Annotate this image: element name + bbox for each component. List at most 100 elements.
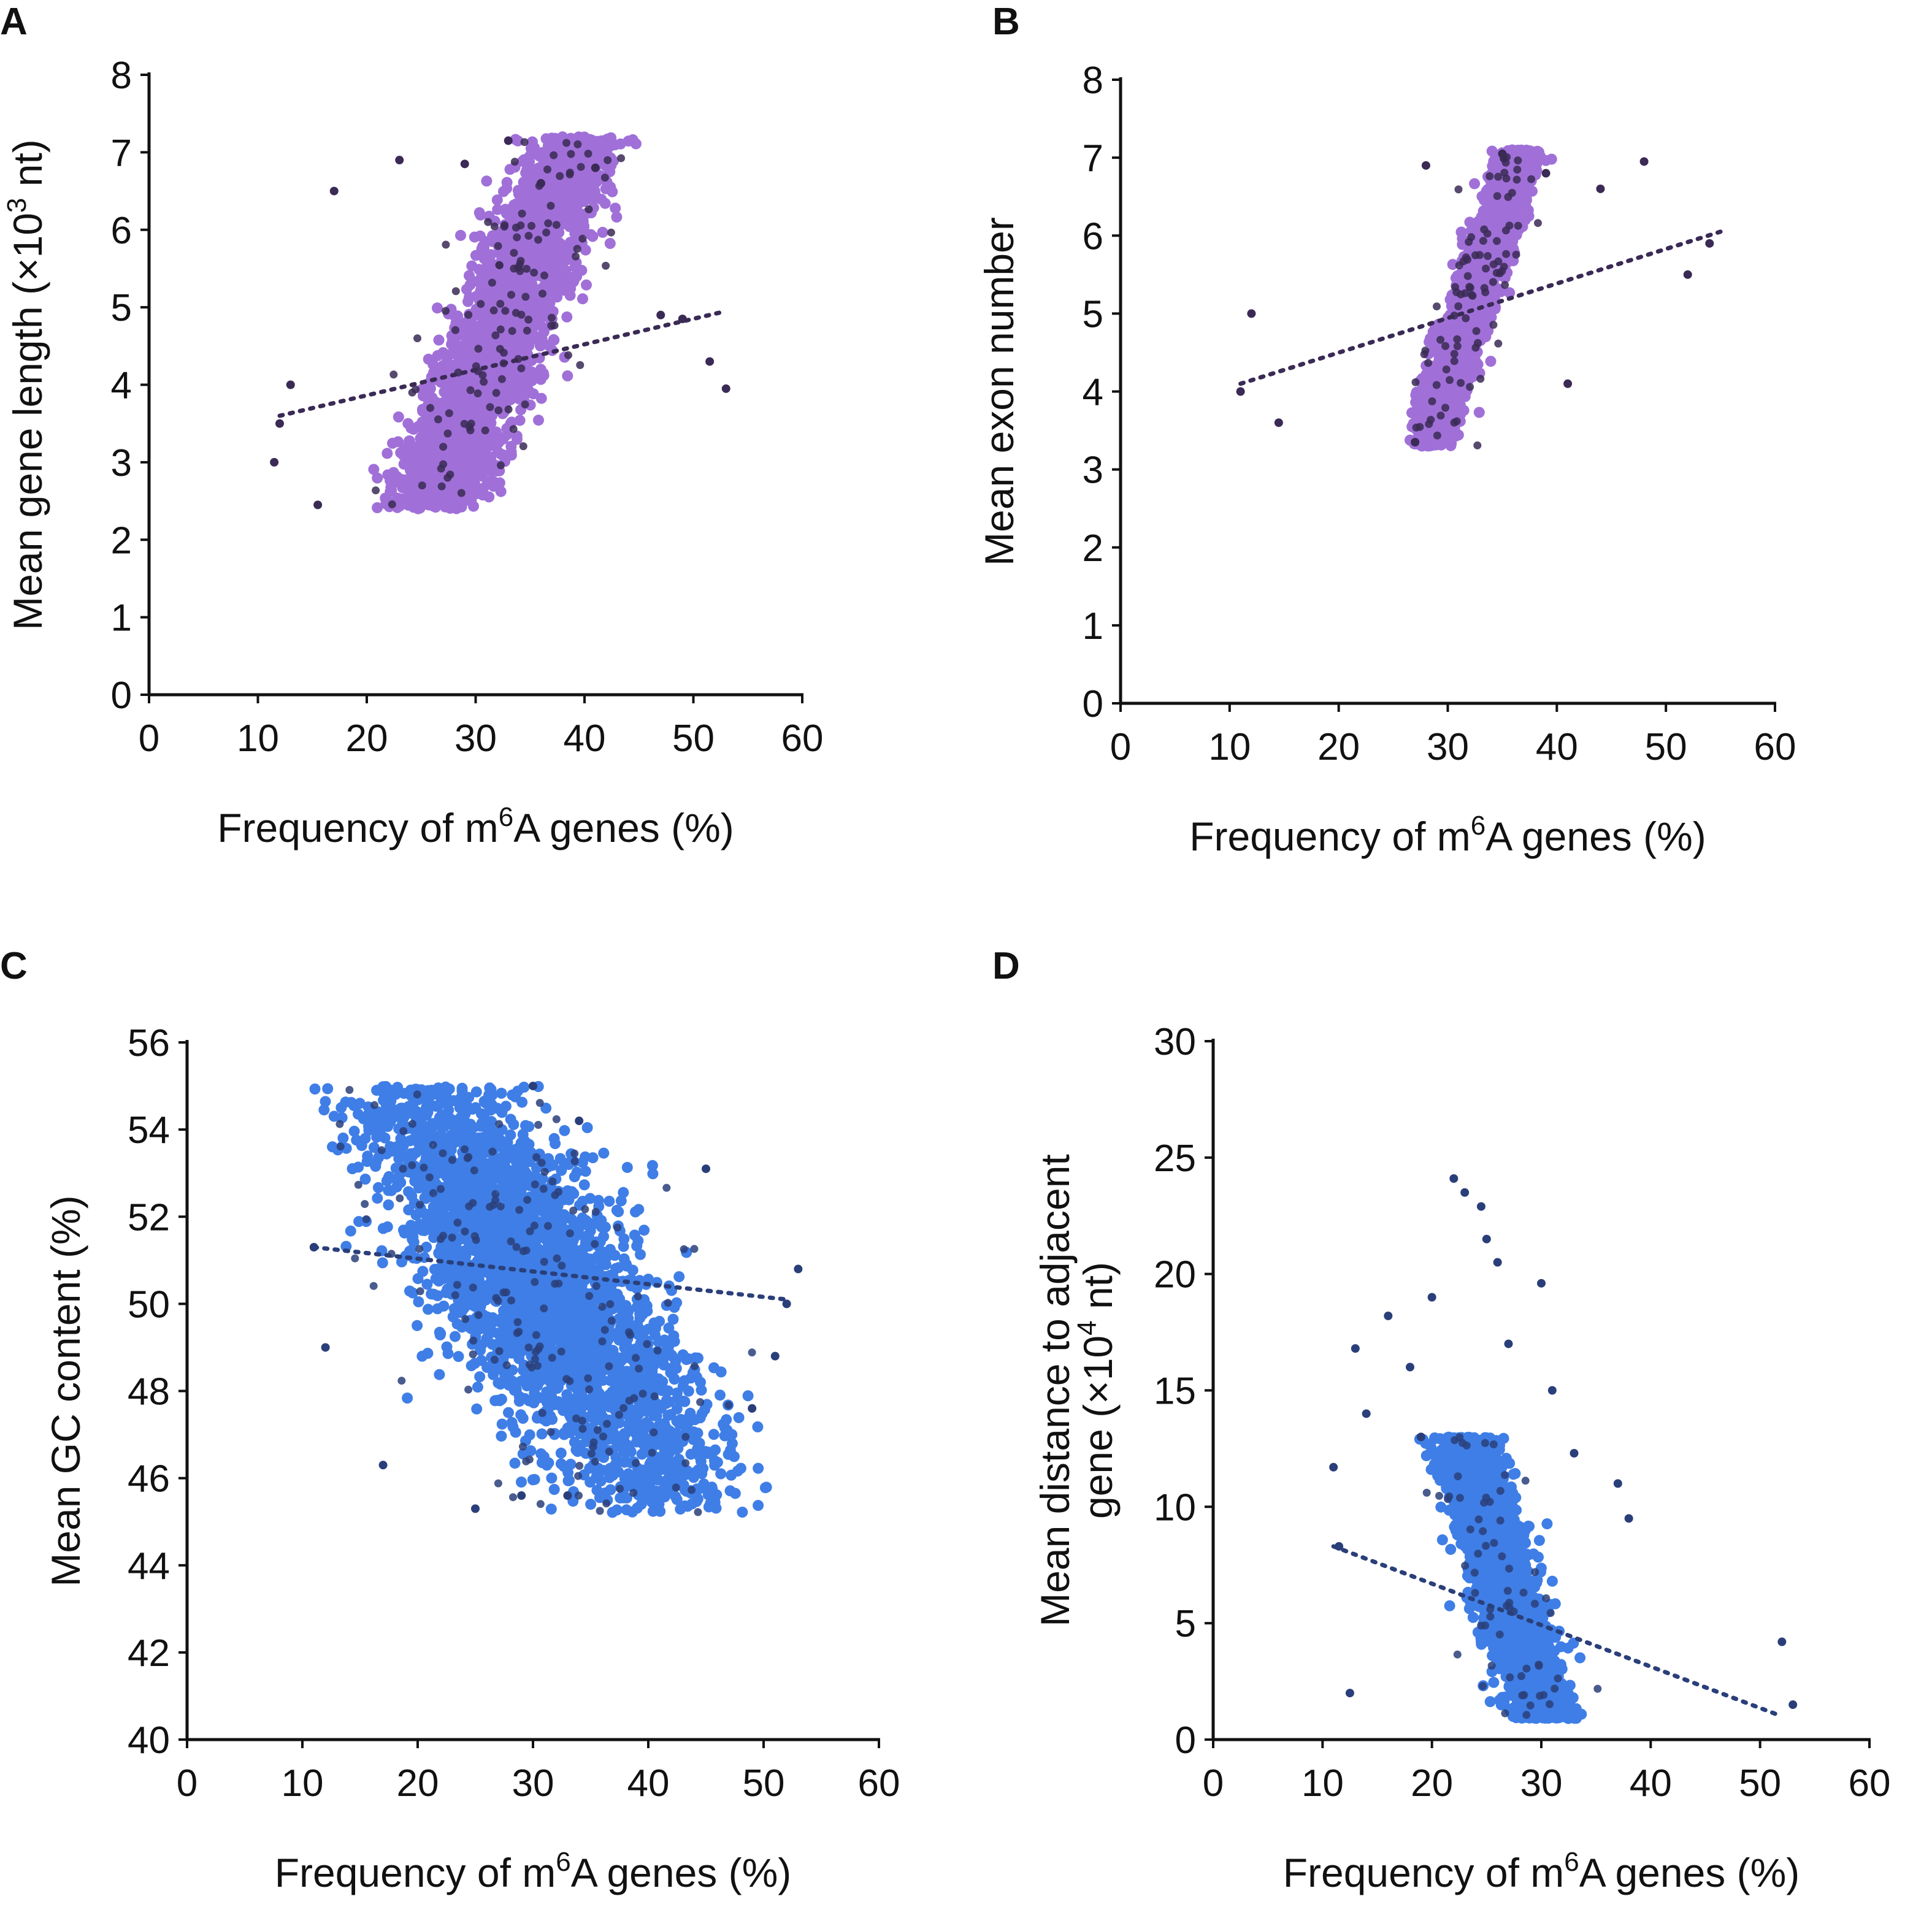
data-point [532,188,544,200]
data-point [372,472,383,484]
data-point [1485,356,1497,367]
data-point [427,494,439,506]
data-point [510,264,518,273]
data-point [438,497,450,508]
panel-label-c: C [0,945,28,987]
data-point [577,213,589,224]
y-tick-label: 1 [111,597,132,640]
data-point [556,172,564,180]
data-point [501,307,510,315]
data-point [461,396,472,408]
data-point [439,443,448,451]
panel-a-points [270,131,730,514]
data-point [548,334,560,346]
data-point [1546,153,1557,165]
data-point [486,290,498,301]
x-tick-label: 30 [454,717,497,760]
data-point [512,185,524,196]
data-point [542,302,554,313]
data-point [385,481,397,493]
data-point [527,199,539,211]
data-point [452,457,464,468]
data-point [466,260,478,272]
data-point [464,270,475,281]
data-point [368,464,380,475]
data-point [584,150,592,158]
data-point [564,351,572,359]
data-point [402,484,413,495]
data-point [481,426,489,435]
data-point [542,228,551,237]
data-point [550,151,558,159]
data-point [464,471,476,482]
data-point [464,311,473,319]
data-point [481,175,493,187]
data-point [461,346,472,357]
data-point [585,205,593,213]
data-point [544,219,553,227]
data-point [466,426,475,435]
data-point [479,463,491,475]
data-point [445,409,453,418]
data-point [527,388,539,400]
data-point [491,331,500,340]
outlier-point [395,156,404,165]
data-point [488,481,499,492]
data-point [604,238,616,249]
data-point [572,252,580,261]
data-point [372,502,383,513]
data-point [523,326,531,335]
data-point [497,285,509,297]
data-point [534,235,542,244]
data-point [443,385,455,397]
data-point [604,156,612,164]
data-point [461,283,472,295]
data-point [611,212,623,223]
panel-a-x-axis-title: Frequency of m6A genes (%) [217,802,734,850]
data-point [517,310,526,319]
data-point [573,140,582,148]
data-point [439,460,448,468]
data-point [494,242,502,250]
data-point [490,222,499,231]
data-point [418,481,426,490]
outlier-point [591,163,600,172]
data-point [497,449,508,460]
data-point [577,293,588,305]
data-point [478,449,489,460]
data-point [501,183,513,194]
data-point [437,482,446,491]
data-point [432,350,443,361]
data-point [581,279,592,291]
data-point [617,154,626,162]
data-point [1473,407,1485,418]
y-tick-label: 2 [111,519,132,562]
data-point [508,327,516,335]
data-point [547,321,556,330]
data-point [521,400,529,408]
data-point [627,134,638,145]
outlier-point [705,357,715,366]
panel-a-y-axis-title: Mean gene length (×103 nt) [2,139,50,630]
data-point [544,252,556,264]
data-point [555,189,567,201]
data-point [552,221,561,229]
outlier-point [656,310,665,319]
data-point [478,483,489,494]
data-point [509,425,518,434]
data-point [405,422,417,434]
data-point [444,349,456,361]
data-point [388,500,396,508]
data-point [576,361,585,369]
data-point [451,326,459,334]
outlier-point [329,186,339,196]
data-point [480,378,488,386]
data-point [413,334,421,343]
data-point [523,340,535,351]
data-point [511,434,523,445]
data-point [459,375,470,386]
data-point [510,248,518,257]
data-point [567,150,575,158]
